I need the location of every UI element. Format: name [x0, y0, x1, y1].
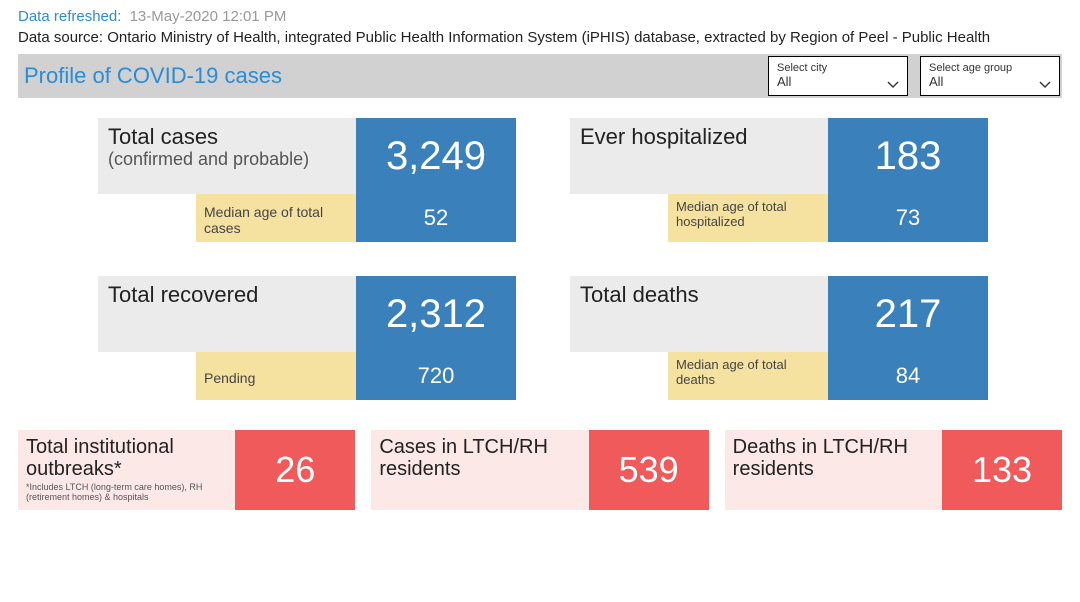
card-sub-label: Median age of total hospitalized	[668, 194, 828, 242]
city-filter-label: Select city	[777, 62, 899, 74]
tile-outbreaks: Total institutional outbreaks* *Includes…	[18, 430, 355, 510]
tile-value: 539	[589, 430, 709, 510]
city-filter-dropdown[interactable]: Select city All	[768, 56, 908, 96]
card-sub-value: 720	[356, 352, 516, 400]
tile-ltch-cases: Cases in LTCH/RH residents 539	[371, 430, 708, 510]
card-sub-value: 84	[828, 352, 988, 400]
card-subtitle: (confirmed and probable)	[108, 149, 346, 170]
card-title: Total deaths	[580, 282, 818, 307]
page-title: Profile of COVID-19 cases	[24, 63, 758, 89]
tile-title: Cases in LTCH/RH residents	[379, 436, 578, 481]
tile-value: 26	[235, 430, 355, 510]
card-sub-value: 73	[828, 194, 988, 242]
tile-footnote: *Includes LTCH (long-term care homes), R…	[26, 483, 225, 503]
chevron-down-icon	[1039, 81, 1051, 89]
card-sub-label: Median age of total deaths	[668, 352, 828, 400]
city-filter-value: All	[777, 74, 899, 90]
cards-area: Total cases (confirmed and probable) 3,2…	[18, 98, 1062, 414]
card-sub-label: Median age of total cases	[196, 194, 356, 242]
card-title: Ever hospitalized	[580, 124, 818, 149]
tile-title: Deaths in LTCH/RH residents	[733, 436, 932, 481]
title-bar: Profile of COVID-19 cases Select city Al…	[18, 54, 1062, 98]
tile-value: 133	[942, 430, 1062, 510]
age-filter-label: Select age group	[929, 62, 1051, 74]
refreshed-label: Data refreshed:	[18, 8, 121, 25]
chevron-down-icon	[887, 81, 899, 89]
card-title: Total cases	[108, 124, 346, 149]
bottom-row: Total institutional outbreaks* *Includes…	[18, 430, 1062, 510]
tile-title: Total institutional outbreaks*	[26, 436, 225, 481]
card-total-cases: Total cases (confirmed and probable) 3,2…	[98, 118, 516, 242]
card-value: 3,249	[356, 118, 516, 194]
card-recovered: Total recovered 2,312 Pending 720	[98, 276, 516, 400]
card-deaths: Total deaths 217 Median age of total dea…	[570, 276, 988, 400]
age-filter-dropdown[interactable]: Select age group All	[920, 56, 1060, 96]
tile-ltch-deaths: Deaths in LTCH/RH residents 133	[725, 430, 1062, 510]
card-title: Total recovered	[108, 282, 346, 307]
card-hospitalized: Ever hospitalized 183 Median age of tota…	[570, 118, 988, 242]
card-sub-label: Pending	[196, 352, 356, 400]
card-value: 2,312	[356, 276, 516, 352]
card-value: 217	[828, 276, 988, 352]
card-sub-value: 52	[356, 194, 516, 242]
refreshed-timestamp: 13-May-2020 12:01 PM	[130, 8, 287, 25]
card-value: 183	[828, 118, 988, 194]
age-filter-value: All	[929, 74, 1051, 90]
data-refreshed-line: Data refreshed: 13-May-2020 12:01 PM	[18, 8, 1062, 25]
data-source-line: Data source: Ontario Ministry of Health,…	[18, 29, 1062, 46]
